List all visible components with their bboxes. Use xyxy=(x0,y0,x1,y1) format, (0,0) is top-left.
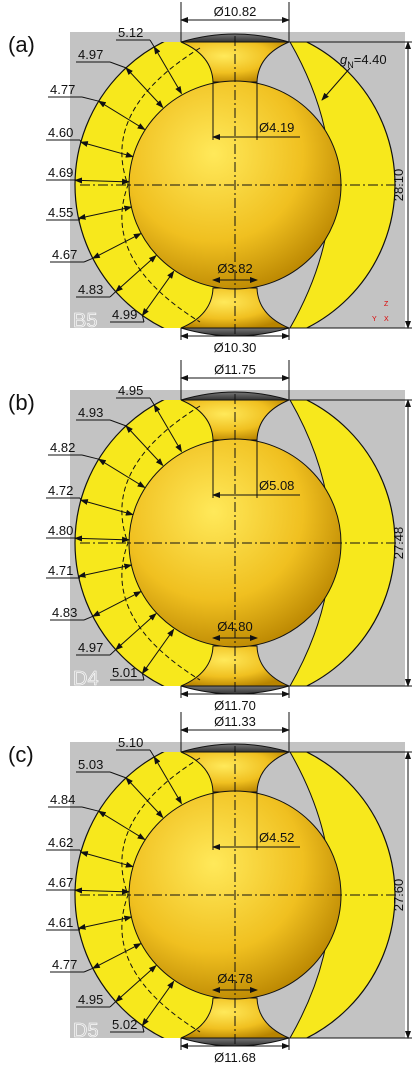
thickness-label: 4.97 xyxy=(78,640,103,655)
thickness-label: 4.83 xyxy=(78,282,103,297)
thickness-label: 5.02 xyxy=(112,1017,137,1032)
thickness-label: 4.67 xyxy=(52,247,77,262)
axis-triad: Y xyxy=(372,316,377,323)
height: 28.10 xyxy=(391,169,406,202)
thickness-label: 4.60 xyxy=(48,125,73,140)
neck-top-diameter: Ø5.08 xyxy=(259,478,294,493)
bottom-diameter: Ø11.68 xyxy=(214,1050,256,1065)
panel: Ø10.82Ø10.30Ø4.19Ø3.8228.10(a)B5gN=4.40Z… xyxy=(8,2,412,355)
neck-bottom-diameter: Ø4.78 xyxy=(217,971,252,986)
neck-bottom-diameter: Ø3.82 xyxy=(217,261,252,276)
thickness-label: 4.95 xyxy=(78,992,103,1007)
top-diameter: Ø10.82 xyxy=(214,4,257,19)
thickness-label: 4.95 xyxy=(118,383,143,398)
thickness-label: 4.67 xyxy=(48,875,73,890)
thickness-label: 4.72 xyxy=(48,483,73,498)
bottom-diameter: Ø10.30 xyxy=(214,340,257,355)
thickness-label: 4.69 xyxy=(48,165,73,180)
bottom-diameter: Ø11.70 xyxy=(214,698,256,713)
panel-label: (a) xyxy=(8,32,35,57)
thickness-label: 4.77 xyxy=(50,82,75,97)
panel-label: (b) xyxy=(8,390,35,415)
thickness-label: 5.12 xyxy=(118,25,143,40)
thickness-label: 4.77 xyxy=(52,957,77,972)
specimen-label: D4 xyxy=(73,668,99,690)
thickness-label: 4.97 xyxy=(78,47,103,62)
thickness-label: 5.01 xyxy=(112,665,137,680)
thickness-label: 4.83 xyxy=(52,605,77,620)
panel-label: (c) xyxy=(8,742,34,767)
axis-triad: Z xyxy=(384,301,389,308)
thickness-label: 5.10 xyxy=(118,735,143,750)
neck-top-diameter: Ø4.52 xyxy=(259,830,294,845)
axis-triad: X xyxy=(384,316,389,323)
thickness-label: 4.84 xyxy=(50,792,75,807)
thickness-label: 4.55 xyxy=(48,205,73,220)
panel: Ø11.75 Ø11.70 Ø5.08 Ø4.80 27.48 (b) D4 4.95 4.93… xyxy=(8,360,412,713)
top-diameter: Ø11.33 xyxy=(214,714,256,729)
gap-value: =4.40 xyxy=(354,52,387,67)
thickness-label: 4.99 xyxy=(112,307,137,322)
thickness-label: 4.62 xyxy=(48,835,73,850)
specimen-label: D5 xyxy=(73,1020,99,1042)
figure: Ø10.82Ø10.30Ø4.19Ø3.8228.10(a)B5gN=4.40Z… xyxy=(0,0,416,1084)
thickness-label: 4.93 xyxy=(78,405,103,420)
thickness-label: 5.03 xyxy=(78,757,103,772)
thickness-label: 4.82 xyxy=(50,440,75,455)
thickness-label: 4.80 xyxy=(48,523,73,538)
neck-top-diameter: Ø4.19 xyxy=(259,120,294,135)
panel: Ø11.33 Ø11.68 Ø4.52 Ø4.78 27.60 (c) D5 5.10 5.03… xyxy=(8,712,412,1065)
neck-bottom-diameter: Ø4.80 xyxy=(217,619,252,634)
height: 27.48 xyxy=(391,527,406,560)
thickness-label: 4.61 xyxy=(48,915,73,930)
top-diameter: Ø11.75 xyxy=(214,362,256,377)
height: 27.60 xyxy=(391,879,406,912)
thickness-label: 4.71 xyxy=(48,563,73,578)
specimen-label: B5 xyxy=(73,310,97,332)
